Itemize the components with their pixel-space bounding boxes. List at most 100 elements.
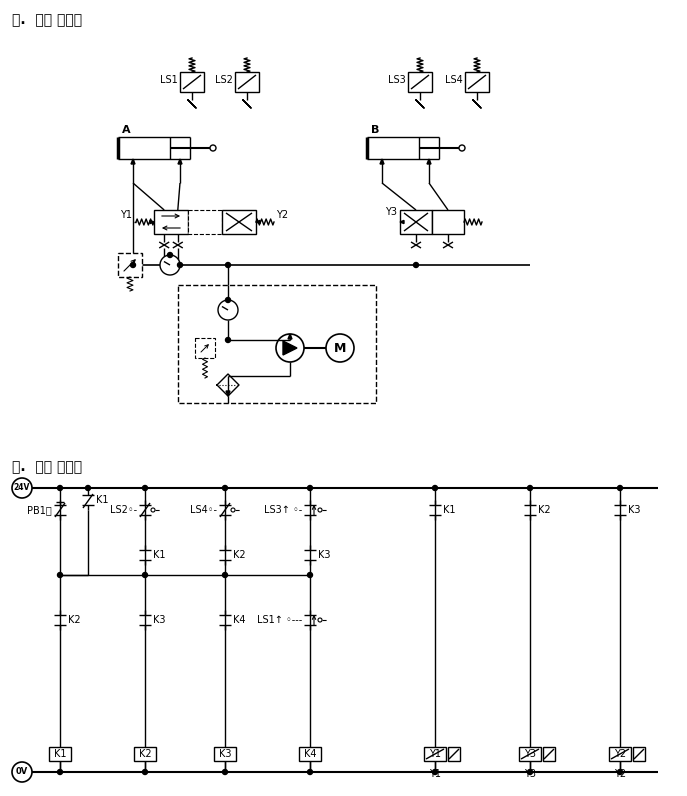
- Bar: [188, 210, 222, 234]
- Text: PB1ㅅ: PB1ㅅ: [27, 505, 52, 515]
- Text: LS2: LS2: [215, 75, 233, 85]
- Circle shape: [414, 263, 418, 267]
- Text: 나.  전기 회로도: 나. 전기 회로도: [12, 460, 82, 474]
- Bar: [432, 210, 464, 234]
- Circle shape: [318, 618, 322, 622]
- Text: LS1↑ ◦---: LS1↑ ◦---: [257, 615, 302, 625]
- Text: 가.  유압 회로도: 가. 유압 회로도: [12, 13, 82, 27]
- Text: Y3: Y3: [524, 749, 536, 759]
- Bar: [609, 747, 631, 761]
- Text: Y3: Y3: [524, 769, 536, 779]
- Circle shape: [318, 508, 322, 512]
- Circle shape: [131, 263, 135, 267]
- Circle shape: [151, 508, 155, 512]
- Circle shape: [218, 300, 238, 320]
- Bar: [178, 285, 376, 403]
- Text: K4: K4: [233, 615, 245, 625]
- Circle shape: [160, 255, 180, 275]
- Text: K2: K2: [139, 749, 151, 759]
- Bar: [424, 747, 446, 761]
- Text: K3: K3: [628, 505, 640, 515]
- Polygon shape: [380, 159, 384, 164]
- Text: Y1: Y1: [120, 210, 132, 220]
- Circle shape: [225, 338, 231, 342]
- Text: LS3↑ ◦-: LS3↑ ◦-: [264, 505, 302, 515]
- Bar: [195, 338, 215, 358]
- Circle shape: [231, 508, 235, 512]
- Text: K2: K2: [233, 550, 246, 560]
- Polygon shape: [226, 391, 230, 396]
- Bar: [448, 747, 460, 761]
- Bar: [400, 210, 432, 234]
- Circle shape: [618, 486, 622, 490]
- Bar: [154, 210, 188, 234]
- Bar: [543, 747, 555, 761]
- Bar: [222, 210, 256, 234]
- Text: B: B: [371, 125, 379, 135]
- Text: Y2: Y2: [614, 749, 626, 759]
- Text: K1: K1: [443, 505, 455, 515]
- Text: LS1: LS1: [160, 75, 178, 85]
- Polygon shape: [150, 220, 154, 224]
- Text: LS3: LS3: [388, 75, 406, 85]
- Circle shape: [528, 770, 532, 775]
- Circle shape: [308, 770, 313, 775]
- Circle shape: [58, 770, 63, 775]
- Circle shape: [12, 762, 32, 782]
- Text: Y1: Y1: [429, 749, 441, 759]
- Circle shape: [223, 770, 227, 775]
- Text: Y1: Y1: [429, 769, 441, 779]
- Circle shape: [528, 486, 532, 490]
- Circle shape: [618, 770, 622, 775]
- Bar: [299, 747, 321, 761]
- Text: Y3: Y3: [385, 207, 397, 217]
- Circle shape: [276, 334, 304, 362]
- Circle shape: [58, 486, 63, 490]
- Text: 24V: 24V: [14, 483, 30, 493]
- Circle shape: [58, 572, 63, 578]
- Circle shape: [177, 263, 183, 267]
- Circle shape: [168, 252, 172, 257]
- Text: K3: K3: [218, 749, 232, 759]
- Text: K1: K1: [153, 550, 166, 560]
- Circle shape: [308, 572, 313, 578]
- Text: K1: K1: [54, 749, 66, 759]
- Circle shape: [223, 572, 227, 578]
- Polygon shape: [283, 341, 297, 355]
- Text: K1: K1: [96, 495, 109, 505]
- Bar: [465, 72, 489, 92]
- Text: LS2◦-: LS2◦-: [110, 505, 137, 515]
- Polygon shape: [400, 220, 404, 224]
- Text: K2: K2: [538, 505, 550, 515]
- Bar: [235, 72, 259, 92]
- Text: LS4◦-: LS4◦-: [190, 505, 217, 515]
- Text: 0V: 0V: [16, 767, 28, 777]
- Polygon shape: [427, 159, 431, 164]
- Text: Y2: Y2: [276, 210, 288, 220]
- Circle shape: [433, 770, 438, 775]
- Circle shape: [225, 263, 231, 267]
- Text: Y2: Y2: [614, 769, 626, 779]
- Circle shape: [433, 486, 438, 490]
- Text: K2: K2: [68, 615, 80, 625]
- Bar: [519, 747, 541, 761]
- Bar: [408, 72, 432, 92]
- Polygon shape: [288, 334, 292, 339]
- Circle shape: [12, 478, 32, 498]
- Text: M: M: [334, 341, 346, 354]
- Text: K3: K3: [318, 550, 330, 560]
- Text: LS4: LS4: [445, 75, 463, 85]
- Polygon shape: [178, 159, 182, 164]
- Bar: [633, 747, 645, 761]
- Text: K3: K3: [153, 615, 166, 625]
- Circle shape: [142, 572, 148, 578]
- Bar: [134, 747, 156, 761]
- Polygon shape: [256, 220, 260, 224]
- Circle shape: [142, 770, 148, 775]
- Circle shape: [225, 298, 231, 302]
- Circle shape: [459, 145, 465, 151]
- Text: K4: K4: [304, 749, 316, 759]
- Polygon shape: [131, 159, 135, 164]
- Bar: [214, 747, 236, 761]
- Circle shape: [142, 486, 148, 490]
